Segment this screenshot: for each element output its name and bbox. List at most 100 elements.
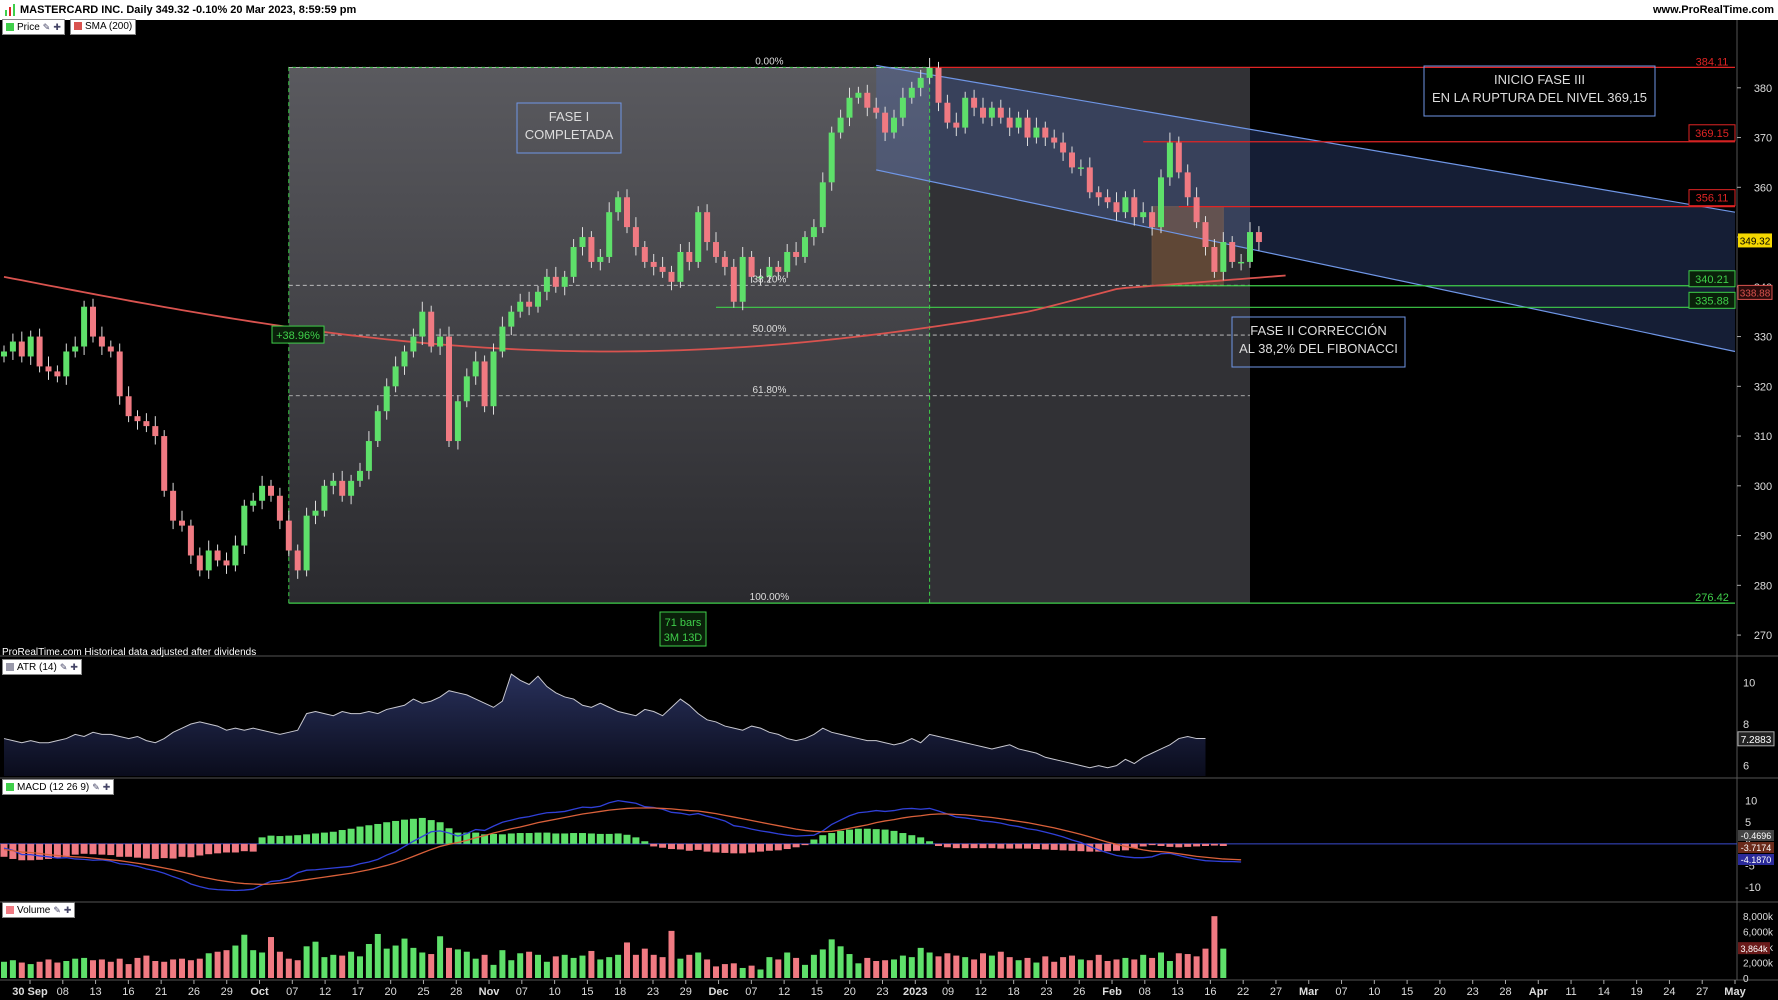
candle-down[interactable]	[944, 102, 951, 123]
candle-down[interactable]	[1069, 152, 1075, 168]
candle-up[interactable]	[802, 237, 808, 257]
wrench-icon[interactable]: ✎	[42, 22, 51, 32]
candle-down[interactable]	[223, 560, 230, 566]
candle-down[interactable]	[107, 346, 114, 352]
candle-down[interactable]	[18, 341, 25, 357]
candle-down[interactable]	[1202, 222, 1209, 248]
candle-down[interactable]	[624, 197, 630, 228]
candle-down[interactable]	[1095, 192, 1102, 198]
candle-up[interactable]	[63, 351, 70, 377]
candle-down[interactable]	[116, 351, 123, 397]
site-link[interactable]: www.ProRealTime.com	[1652, 4, 1774, 16]
candle-down[interactable]	[971, 97, 978, 108]
candle-down[interactable]	[1113, 202, 1120, 213]
candle-up[interactable]	[1077, 167, 1084, 169]
candle-down[interactable]	[659, 266, 666, 272]
candle-up[interactable]	[784, 251, 791, 272]
candle-up[interactable]	[828, 132, 835, 183]
candle-up[interactable]	[757, 276, 764, 279]
candle-up[interactable]	[543, 276, 550, 292]
candle-down[interactable]	[1060, 142, 1067, 153]
candle-up[interactable]	[490, 351, 497, 407]
candle-up[interactable]	[312, 510, 319, 516]
legend-atr-tag[interactable]: ATR (14) ✎ ✚	[2, 659, 82, 675]
candle-down[interactable]	[196, 555, 203, 571]
candle-up[interactable]	[357, 470, 363, 481]
candle-down[interactable]	[935, 67, 942, 103]
candle-up[interactable]	[739, 256, 746, 302]
candle-up[interactable]	[205, 550, 212, 571]
candle-down[interactable]	[1024, 117, 1031, 138]
plus-icon[interactable]: ✚	[63, 905, 72, 915]
candle-down[interactable]	[1131, 197, 1138, 218]
candle-down[interactable]	[134, 416, 141, 422]
candle-up[interactable]	[1015, 117, 1022, 128]
candle-up[interactable]	[392, 366, 399, 387]
candle-up[interactable]	[259, 485, 266, 501]
candle-down[interactable]	[36, 336, 43, 367]
legend-price-tag[interactable]: Price ✎ ✚	[2, 19, 65, 35]
candle-up[interactable]	[891, 117, 897, 133]
candle-up[interactable]	[899, 97, 906, 118]
candle-up[interactable]	[250, 500, 257, 506]
candle-down[interactable]	[997, 107, 1004, 118]
candle-down[interactable]	[428, 311, 435, 347]
candle-down[interactable]	[552, 276, 559, 287]
candle-down[interactable]	[641, 247, 648, 262]
candle-down[interactable]	[1051, 137, 1058, 143]
candle-down[interactable]	[1229, 242, 1236, 262]
candle-up[interactable]	[855, 92, 862, 98]
candle-up[interactable]	[508, 311, 515, 327]
candle-down[interactable]	[1175, 142, 1182, 173]
candle-up[interactable]	[1166, 142, 1173, 178]
candle-up[interactable]	[72, 346, 79, 352]
candle-down[interactable]	[1042, 127, 1049, 138]
candle-up[interactable]	[241, 505, 248, 546]
candle-up[interactable]	[846, 97, 853, 118]
candle-down[interactable]	[873, 107, 880, 113]
candle-up[interactable]	[1220, 242, 1227, 272]
candle-up[interactable]	[535, 291, 541, 307]
candle-down[interactable]	[1104, 197, 1111, 203]
candle-down[interactable]	[276, 495, 283, 521]
candle-down[interactable]	[446, 336, 452, 442]
candle-up[interactable]	[374, 411, 381, 442]
candle-down[interactable]	[953, 122, 960, 128]
candle-up[interactable]	[419, 311, 426, 337]
candle-up[interactable]	[1, 351, 7, 357]
candle-up[interactable]	[695, 212, 702, 262]
candle-up[interactable]	[908, 87, 915, 98]
candle-up[interactable]	[597, 256, 604, 262]
candle-down[interactable]	[170, 490, 177, 521]
candle-up[interactable]	[454, 401, 461, 442]
candle-down[interactable]	[214, 550, 221, 561]
legend-macd-tag[interactable]: MACD (12 26 9) ✎ ✚	[2, 779, 115, 795]
candle-down[interactable]	[1006, 117, 1013, 128]
candle-down[interactable]	[1255, 232, 1262, 243]
candle-up[interactable]	[27, 336, 34, 357]
candle-down[interactable]	[980, 107, 986, 118]
wrench-icon[interactable]: ✎	[59, 662, 68, 672]
candle-down[interactable]	[125, 396, 132, 417]
candle-up[interactable]	[517, 301, 524, 312]
candle-up[interactable]	[561, 276, 568, 287]
candle-up[interactable]	[926, 67, 933, 78]
candle-up[interactable]	[810, 227, 817, 238]
candle-up[interactable]	[1140, 212, 1147, 218]
plus-icon[interactable]: ✚	[102, 782, 111, 792]
candle-down[interactable]	[268, 485, 274, 496]
candle-up[interactable]	[606, 212, 613, 257]
candle-down[interactable]	[98, 336, 105, 347]
candle-up[interactable]	[232, 545, 239, 566]
candle-up[interactable]	[1158, 177, 1164, 228]
candle-up[interactable]	[615, 197, 622, 213]
candle-down[interactable]	[775, 266, 782, 272]
candle-down[interactable]	[704, 212, 711, 243]
candle-up[interactable]	[837, 117, 844, 133]
candle-up[interactable]	[321, 485, 328, 511]
candle-down[interactable]	[632, 227, 639, 248]
candle-down[interactable]	[793, 251, 800, 257]
candle-up[interactable]	[499, 326, 506, 352]
candle-up[interactable]	[1247, 232, 1253, 262]
